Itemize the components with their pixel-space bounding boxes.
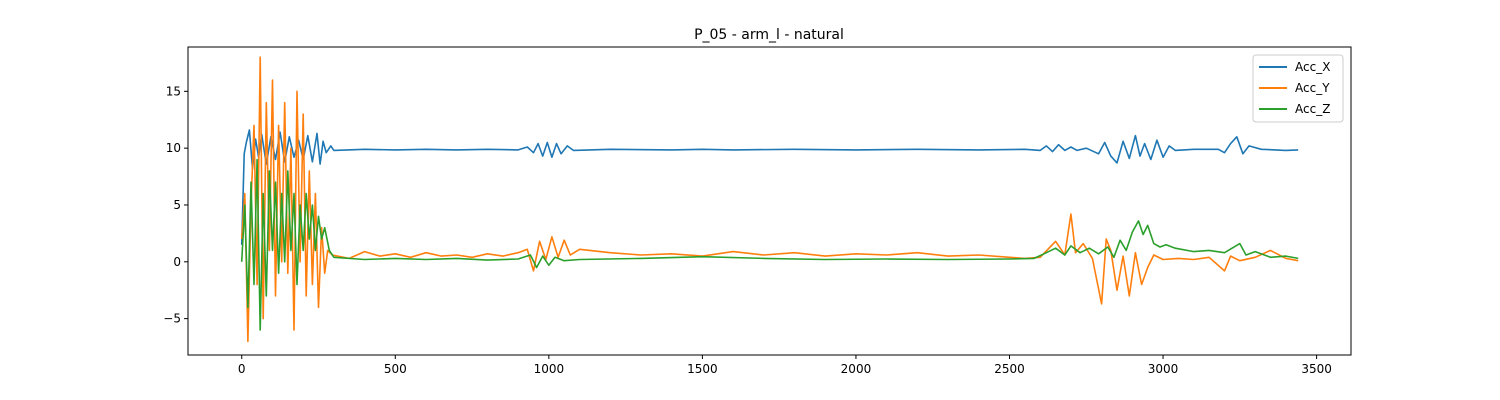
plot-frame [187, 46, 1352, 356]
y-tick-label: 10 [166, 141, 181, 155]
series-layer [240, 56, 1299, 343]
x-tick-label: 0 [238, 362, 246, 376]
series-line-acc-z [240, 158, 1299, 331]
series-line-acc-y [240, 56, 1299, 343]
legend-label: Acc_Z [1295, 102, 1330, 116]
chart-title: P_05 - arm_l - natural [694, 27, 844, 43]
y-tick-label: 5 [173, 198, 181, 212]
legend-box [1252, 54, 1344, 123]
x-tick-label: 1000 [534, 362, 565, 376]
legend: Acc_X Acc_Y Acc_Z [1252, 54, 1344, 123]
legend-label: Acc_X [1295, 60, 1330, 74]
x-tick-label: 3000 [1148, 362, 1179, 376]
x-axis: 0 500 1000 1500 2000 2500 3000 3500 [238, 355, 1332, 376]
x-tick-label: 1500 [687, 362, 718, 376]
x-tick-label: 500 [384, 362, 407, 376]
legend-label: Acc_Y [1295, 81, 1330, 95]
y-axis: −5 0 5 10 15 [163, 84, 188, 326]
y-tick-label: −5 [163, 312, 181, 326]
series-line-acc-x [240, 129, 1299, 245]
x-tick-label: 2000 [841, 362, 872, 376]
x-tick-label: 3500 [1301, 362, 1332, 376]
y-tick-label: 0 [173, 255, 181, 269]
y-tick-label: 15 [166, 84, 181, 98]
x-tick-label: 2500 [994, 362, 1025, 376]
